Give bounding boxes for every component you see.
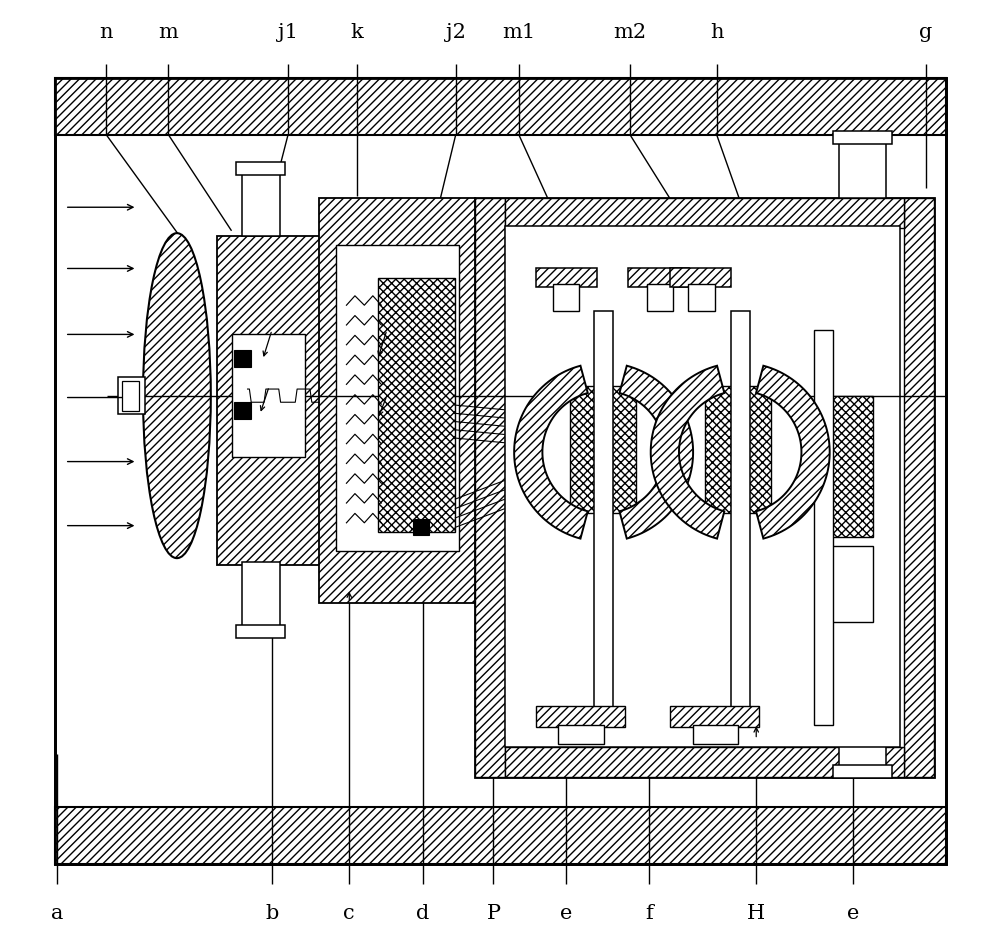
- Text: c: c: [343, 904, 355, 923]
- Bar: [236, 625, 285, 638]
- Polygon shape: [514, 365, 588, 539]
- Bar: [731, 311, 750, 711]
- Ellipse shape: [143, 233, 211, 558]
- Polygon shape: [756, 365, 830, 539]
- Bar: [536, 268, 597, 287]
- Polygon shape: [651, 365, 724, 539]
- Bar: [475, 198, 934, 777]
- Text: f: f: [645, 904, 653, 923]
- Bar: [242, 172, 280, 236]
- Bar: [242, 562, 280, 626]
- Bar: [833, 131, 892, 144]
- Bar: [705, 386, 771, 513]
- Bar: [55, 78, 946, 864]
- Bar: [647, 284, 673, 311]
- Bar: [628, 268, 689, 287]
- Bar: [234, 402, 251, 419]
- Bar: [553, 284, 579, 311]
- Bar: [319, 198, 475, 603]
- Bar: [236, 162, 285, 175]
- Bar: [232, 334, 305, 457]
- Text: g: g: [919, 24, 932, 42]
- Text: m: m: [158, 24, 178, 42]
- Text: d: d: [416, 904, 429, 923]
- Text: k: k: [350, 24, 363, 42]
- Bar: [818, 396, 873, 537]
- Bar: [122, 381, 139, 411]
- Bar: [688, 284, 715, 311]
- Bar: [839, 141, 886, 198]
- Bar: [594, 311, 613, 711]
- Bar: [693, 725, 738, 744]
- Bar: [536, 706, 625, 727]
- Bar: [670, 706, 759, 727]
- Bar: [818, 546, 873, 622]
- Text: m2: m2: [613, 24, 647, 42]
- Bar: [413, 519, 429, 535]
- Bar: [475, 198, 505, 777]
- Bar: [839, 718, 886, 774]
- Text: a: a: [51, 904, 63, 923]
- Bar: [670, 268, 731, 287]
- Bar: [814, 330, 833, 725]
- Bar: [217, 236, 321, 565]
- Bar: [833, 765, 892, 778]
- Bar: [505, 747, 904, 777]
- Text: m1: m1: [502, 24, 535, 42]
- Text: H: H: [747, 904, 765, 923]
- Text: n: n: [99, 24, 113, 42]
- Text: e: e: [560, 904, 572, 923]
- Bar: [118, 377, 145, 414]
- Bar: [904, 198, 934, 777]
- Polygon shape: [619, 365, 693, 539]
- Text: h: h: [710, 24, 723, 42]
- Text: b: b: [265, 904, 279, 923]
- Bar: [505, 226, 900, 747]
- Text: j2: j2: [446, 24, 466, 42]
- Text: e: e: [847, 904, 859, 923]
- Text: j1: j1: [278, 24, 298, 42]
- Bar: [558, 725, 604, 744]
- Bar: [570, 386, 636, 513]
- Bar: [55, 78, 946, 135]
- Text: P: P: [486, 904, 500, 923]
- Bar: [505, 198, 904, 228]
- Bar: [55, 78, 946, 864]
- Bar: [378, 278, 455, 532]
- Bar: [234, 350, 251, 367]
- Bar: [55, 807, 946, 864]
- Bar: [336, 245, 459, 551]
